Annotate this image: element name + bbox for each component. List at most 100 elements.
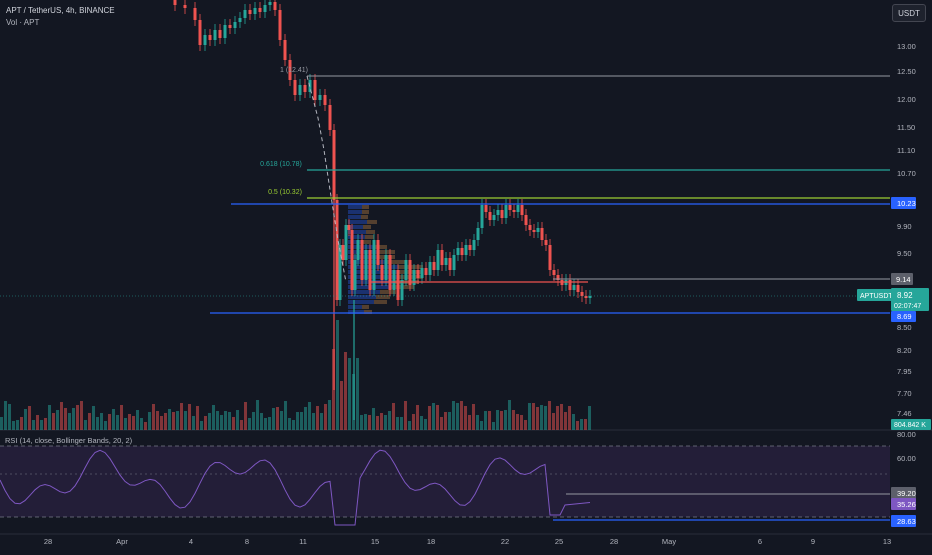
time-axis-label: 22 [501, 537, 509, 546]
volume-profile-bar [361, 215, 368, 219]
volume-bar [16, 420, 19, 430]
volume-bar [52, 413, 55, 430]
volume-bar [28, 406, 31, 430]
candle-body [457, 248, 460, 255]
price-tick-label: 12.50 [897, 67, 916, 76]
candle-body [329, 105, 332, 130]
candle-body [249, 10, 252, 14]
volume-profile-bar [348, 300, 374, 304]
volume-bar [464, 406, 467, 430]
volume-bar [108, 414, 111, 430]
price-tick-label: 13.00 [897, 42, 916, 51]
candle-body [239, 18, 242, 22]
volume-bar [460, 401, 463, 430]
candle-body [441, 250, 444, 265]
volume-bar [404, 401, 407, 430]
rsi-tick-label: 60.00 [897, 454, 916, 463]
volume-bar [360, 415, 363, 430]
volume-bar [456, 403, 459, 430]
volume-bar [160, 416, 163, 430]
volume-profile-bar [365, 235, 374, 239]
candle-body [234, 22, 237, 28]
symbol-tag-label: APTUSDT [860, 293, 893, 300]
volume-bar [428, 406, 431, 430]
volume-bar [76, 405, 79, 430]
volume-indicator-label[interactable]: Vol · APT [6, 18, 39, 27]
candle-body [385, 255, 388, 280]
volume-bar [564, 412, 567, 430]
rsi-indicator-label[interactable]: RSI (14, close, Bollinger Bands, 20, 2) [5, 436, 133, 445]
volume-bar [420, 416, 423, 430]
time-axis-label: 28 [44, 537, 52, 546]
volume-bar [172, 412, 175, 430]
volume-bar [36, 415, 39, 430]
fib-1-label: 1 (12.41) [280, 67, 308, 74]
volume-profile-bar [348, 305, 362, 309]
symbol-title[interactable]: APT / TetherUS, 4h, BINANCE [6, 6, 115, 15]
candle-body [377, 240, 380, 265]
candle-body [541, 228, 544, 240]
volume-profile-bar [374, 245, 387, 249]
candle-body [244, 10, 247, 18]
volume-bar [336, 320, 339, 430]
currency-button[interactable]: USDT [892, 4, 926, 22]
volume-bar [56, 410, 59, 430]
candle-body [473, 240, 476, 250]
time-axis-label: 9 [811, 537, 815, 546]
candle-body [199, 20, 202, 45]
volume-bar [264, 418, 267, 430]
candlesticks [174, 0, 592, 420]
candle-body [497, 210, 500, 215]
candle-body [573, 285, 576, 290]
volume-bar [576, 421, 579, 430]
volume-bar [184, 411, 187, 430]
fib-05-label: 0.5 (10.32) [268, 189, 302, 196]
volume-bar [248, 418, 251, 430]
fib-trend-connector[interactable] [307, 76, 346, 282]
volume-bar [304, 407, 307, 430]
volume-bar [12, 421, 15, 430]
volume-bar [532, 403, 535, 430]
volume-bar [320, 413, 323, 430]
candle-body [254, 8, 257, 14]
volume-bar [244, 402, 247, 430]
volume-bar [364, 414, 367, 430]
time-axis-label: 25 [555, 537, 563, 546]
volume-bar [580, 419, 583, 430]
volume-bar [32, 420, 35, 430]
volume-bar [188, 404, 191, 430]
candle-body [489, 212, 492, 220]
volume-bar [440, 417, 443, 430]
volume-value: 804.842 K [894, 422, 926, 429]
time-axis-label: 8 [245, 537, 249, 546]
candle-body [413, 270, 416, 285]
volume-bar [68, 413, 71, 430]
candle-body [533, 230, 536, 232]
volume-bar [308, 402, 311, 430]
candle-body [389, 255, 392, 290]
volume-bar [72, 408, 75, 430]
volume-bar [288, 418, 291, 430]
volume-bar [552, 413, 555, 430]
volume-bar [24, 409, 27, 430]
volume-bar [40, 420, 43, 430]
time-axis[interactable]: 28 Apr 4 8 11 15 18 22 25 28 May 6 9 13 [44, 537, 891, 546]
volume-bar [144, 422, 147, 430]
candle-body [194, 8, 197, 20]
volume-bar [568, 406, 571, 430]
volume-bar [468, 415, 471, 430]
time-axis-label: 15 [371, 537, 379, 546]
candle-body [481, 205, 484, 228]
volume-bar [176, 411, 179, 430]
candle-body [369, 250, 372, 290]
volume-bar [556, 406, 559, 430]
volume-bar [544, 406, 547, 430]
candle-body [204, 35, 207, 45]
volume-bar [20, 417, 23, 430]
volume-profile-bar [363, 240, 371, 244]
candle-body [264, 5, 267, 12]
candle-body [299, 85, 302, 95]
volume-bar [392, 403, 395, 430]
